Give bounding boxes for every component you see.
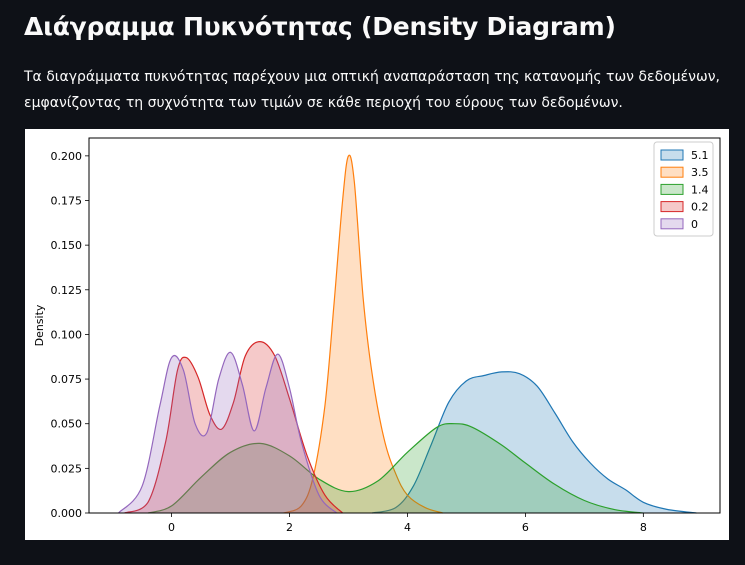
chart-legend: 5.1 3.5 1.4 0.2 0 (653, 141, 714, 237)
y-tick-label: 0.125 (51, 284, 83, 297)
density-fill-series-0 (372, 371, 697, 513)
density-fill-series-1 (283, 155, 443, 513)
x-tick-label: 2 (286, 521, 293, 534)
density-line-series-2 (147, 422, 644, 514)
legend-swatch (660, 201, 684, 213)
density-line-series-0 (371, 371, 697, 514)
y-axis-label: Density (33, 304, 46, 346)
legend-swatch (660, 149, 684, 161)
legend-label: 0 (691, 218, 698, 231)
y-tick-label: 0.025 (51, 462, 83, 475)
y-tick-label: 0.000 (51, 507, 83, 520)
legend-label: 1.4 (691, 183, 709, 196)
density-chart: 0 2 4 6 8 0.000 0.025 0.050 0.075 0.100 0.125 0.150… (33, 137, 721, 534)
y-tick-label: 0.175 (51, 195, 83, 208)
y-tick-label: 0.150 (51, 239, 83, 252)
page-description: Τα διαγράμματα πυκνότητας παρέχουν μια ο… (24, 64, 724, 116)
legend-label: 0.2 (691, 201, 709, 214)
density-line-series-1 (283, 154, 443, 514)
density-fill-series-2 (148, 423, 644, 513)
legend-label: 5.1 (691, 149, 709, 162)
legend-swatch (660, 166, 684, 178)
y-tick-label: 0.075 (51, 373, 83, 386)
legend-swatch (660, 183, 684, 195)
x-tick-label: 8 (640, 521, 647, 534)
chart-axes: 0 2 4 6 8 0.000 0.025 0.050 0.075 0.100 0.125 0.150… (33, 137, 721, 534)
description-line-1: Τα διαγράμματα πυκνότητας παρέχουν μια ο… (24, 69, 720, 85)
density-line-series-4 (118, 351, 338, 514)
density-fill-series-4 (118, 352, 337, 513)
x-tick-label: 0 (168, 521, 175, 534)
page-title: Διάγραμμα Πυκνότητας (Density Diagram) (24, 12, 616, 41)
legend-swatch (660, 218, 684, 230)
x-tick-label: 6 (522, 521, 529, 534)
legend-label: 3.5 (691, 166, 709, 179)
density-fill-series-3 (124, 341, 343, 513)
y-tick-label: 0.100 (51, 328, 83, 341)
density-chart-figure: 0 2 4 6 8 0.000 0.025 0.050 0.075 0.100 0.125 0.150… (25, 129, 729, 540)
y-tick-label: 0.200 (51, 150, 83, 163)
x-tick-label: 4 (404, 521, 411, 534)
density-areas (118, 154, 697, 514)
y-tick-label: 0.050 (51, 418, 83, 431)
plot-frame (88, 137, 721, 514)
description-line-2: εμφανίζοντας τη συχνότητα των τιμών σε κ… (24, 95, 623, 111)
